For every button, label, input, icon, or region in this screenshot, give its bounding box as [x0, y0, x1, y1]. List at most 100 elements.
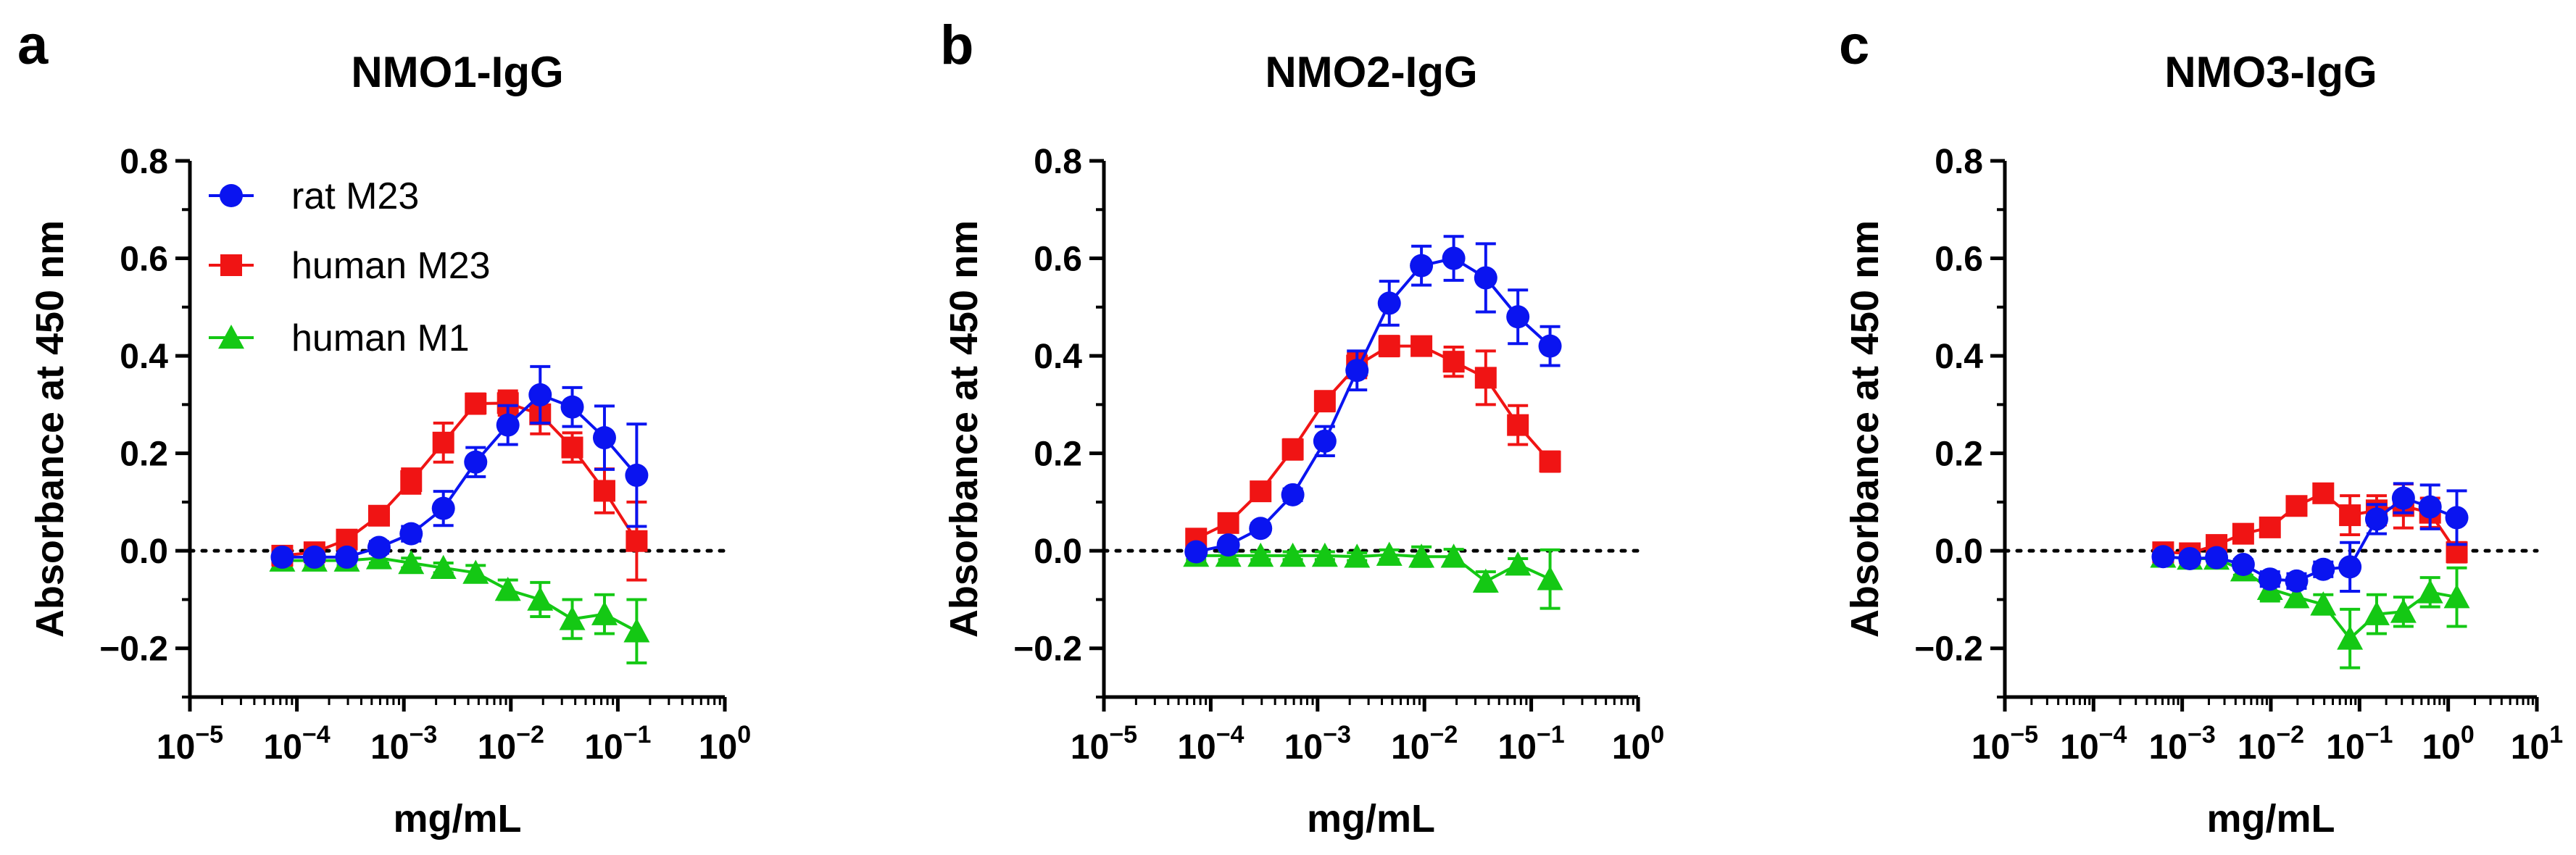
data-point	[367, 535, 391, 559]
series-line	[282, 401, 639, 557]
x-tick-base: 10	[2149, 728, 2187, 767]
y-tick-label: −0.2	[1914, 630, 1983, 669]
data-point	[432, 431, 454, 454]
x-tick-base: 10	[2238, 728, 2276, 767]
x-tick-label: 100	[2422, 721, 2475, 767]
x-tick-exponent: −2	[1430, 721, 1458, 748]
x-axis-label: mg/mL	[393, 797, 521, 841]
x-tick-base: 10	[2422, 728, 2461, 767]
chart-title: NMO1-IgG	[351, 48, 563, 96]
data-point	[1474, 266, 1497, 290]
data-point	[625, 463, 649, 487]
y-tick-label: 0.0	[1034, 533, 1082, 571]
data-point	[2417, 579, 2443, 604]
data-point	[431, 496, 455, 520]
x-tick-exponent: 1	[2549, 721, 2563, 748]
data-point	[592, 426, 616, 450]
y-tick-label: 0.4	[1034, 338, 1082, 376]
x-tick-label: 100	[1612, 721, 1664, 767]
data-point	[559, 606, 586, 630]
x-tick-base: 10	[2511, 728, 2549, 767]
data-point	[465, 393, 487, 415]
series-line	[282, 393, 638, 559]
x-tick-exponent: −2	[516, 721, 544, 748]
data-point	[2178, 546, 2202, 570]
data-point	[1442, 246, 1466, 270]
data-point	[2445, 506, 2469, 530]
y-tick-label: 0.6	[1935, 241, 1983, 279]
x-tick-exponent: −5	[1109, 721, 1137, 748]
x-tick-exponent: −4	[1216, 721, 1245, 748]
data-point	[1440, 543, 1467, 568]
y-tick-label: 0.8	[1935, 143, 1983, 181]
data-point	[1279, 542, 1306, 567]
panel-label: a	[17, 14, 49, 76]
data-point	[1247, 542, 1274, 567]
panel-label: b	[940, 14, 973, 76]
data-point	[1311, 542, 1338, 567]
data-point	[2205, 546, 2229, 570]
data-point	[494, 577, 521, 601]
data-point	[1184, 540, 1208, 564]
data-point	[2312, 482, 2335, 504]
data-point	[1249, 517, 1273, 541]
x-tick-exponent: −3	[1323, 721, 1351, 748]
x-tick-label: 10−3	[370, 721, 437, 767]
data-point	[1281, 438, 1304, 461]
legend-item: human M1	[209, 317, 470, 359]
legend-marker	[220, 254, 242, 276]
series-line	[1195, 344, 1552, 541]
x-tick-base: 10	[1498, 728, 1537, 767]
x-tick-base: 10	[264, 728, 302, 767]
y-axis-label: Absorbance at 450 nm	[942, 220, 986, 638]
legend: rat M23 human M23 human M1	[209, 175, 491, 359]
x-axis-label: mg/mL	[1307, 797, 1435, 841]
x-tick-label: 10−3	[2149, 721, 2216, 767]
series-rat-m23	[270, 364, 649, 569]
chart-title: NMO2-IgG	[1265, 48, 1477, 96]
y-tick-label: 0.0	[120, 533, 168, 571]
data-point	[623, 618, 650, 643]
data-point	[2231, 553, 2255, 577]
x-tick-base: 10	[1071, 728, 1109, 767]
data-point	[2364, 507, 2388, 531]
legend-item: rat M23	[209, 175, 419, 217]
data-point	[2283, 584, 2310, 609]
x-tick-base: 10	[1972, 728, 2010, 767]
data-point	[1538, 334, 1562, 358]
data-point	[2443, 584, 2470, 609]
data-point	[2285, 569, 2309, 593]
x-tick-exponent: 0	[1650, 721, 1664, 748]
y-tick-label: 0.6	[1034, 241, 1082, 279]
x-tick-exponent: −3	[2187, 721, 2216, 748]
legend-label: rat M23	[291, 175, 419, 217]
x-tick-label: 10−5	[1071, 721, 1137, 767]
data-point	[2259, 516, 2281, 538]
legend-marker	[220, 184, 243, 207]
x-tick-label: 10−2	[478, 721, 544, 767]
x-tick-label: 10−1	[1498, 721, 1565, 767]
data-point	[593, 480, 615, 502]
series-human-m23	[1185, 335, 1561, 550]
y-tick-label: 0.4	[1935, 338, 1983, 376]
data-point	[1281, 483, 1305, 506]
x-tick-base: 10	[1177, 728, 1216, 767]
data-point	[626, 530, 648, 552]
data-point	[1505, 551, 1532, 576]
data-point	[591, 601, 618, 625]
data-point	[462, 559, 489, 584]
data-point	[398, 550, 425, 575]
data-point	[1472, 568, 1499, 593]
x-tick-label: 10−5	[1972, 721, 2038, 767]
data-point	[560, 395, 584, 419]
series-human-m1	[1183, 541, 1563, 610]
x-tick-label: 10−5	[157, 721, 223, 767]
data-point	[1217, 512, 1239, 534]
y-tick-label: 0.2	[1034, 435, 1082, 474]
data-point	[1313, 390, 1336, 412]
x-tick-label: 10−1	[2326, 721, 2393, 767]
data-point	[1474, 367, 1497, 389]
